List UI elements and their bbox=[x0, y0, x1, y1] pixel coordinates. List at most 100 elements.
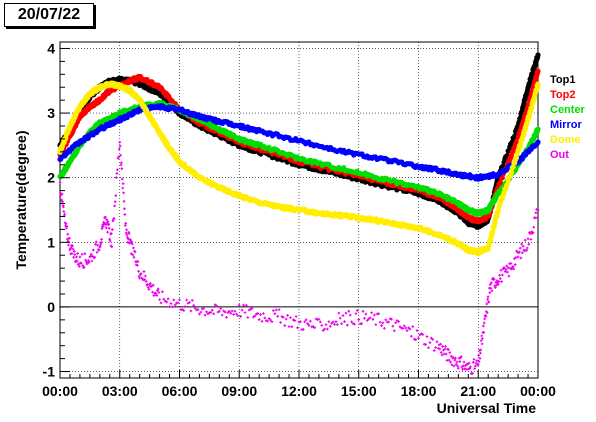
point-out-31-9 bbox=[480, 342, 484, 346]
point-out-2-0 bbox=[70, 252, 74, 255]
point-out-33-3 bbox=[490, 289, 494, 293]
point-out-15-10 bbox=[212, 312, 215, 316]
point-out-15-11 bbox=[213, 303, 217, 307]
point-out-8-6 bbox=[121, 177, 124, 181]
point-out-30-7 bbox=[471, 361, 475, 364]
point-out-21-9 bbox=[330, 322, 334, 325]
point-out-29-9 bbox=[463, 367, 467, 370]
point-out-18-6 bbox=[266, 319, 270, 323]
point-out-28-5 bbox=[450, 363, 454, 367]
point-out-4-13 bbox=[97, 248, 101, 252]
point-out-17-13 bbox=[256, 312, 260, 315]
point-out-35-10 bbox=[513, 263, 517, 266]
point-out-32-1 bbox=[483, 317, 486, 321]
point-out-30-1 bbox=[467, 361, 471, 365]
point-out-1-3 bbox=[65, 237, 69, 241]
point-out-12-3 bbox=[150, 284, 154, 288]
point-out-21-6 bbox=[326, 327, 329, 331]
point-out-7-7 bbox=[114, 194, 118, 197]
point-out-21-2 bbox=[320, 324, 324, 327]
point-out-3-8 bbox=[84, 258, 87, 262]
point-out-8-11 bbox=[123, 207, 126, 210]
point-out-35-8 bbox=[512, 267, 516, 271]
legend-entry-out: Out bbox=[550, 149, 569, 161]
point-out-34-12 bbox=[505, 264, 509, 268]
point-out-19-5 bbox=[284, 317, 288, 321]
point-out-18-13 bbox=[276, 315, 279, 318]
point-out-23-3 bbox=[361, 309, 365, 313]
point-out-16-10 bbox=[232, 313, 235, 316]
point-out-17-5 bbox=[245, 303, 248, 307]
point-out-14-7 bbox=[188, 301, 191, 304]
point-top2-last bbox=[535, 68, 541, 74]
point-out-3-12 bbox=[87, 259, 90, 262]
point-out-23-2 bbox=[360, 322, 363, 326]
point-out-10-1 bbox=[130, 242, 134, 246]
point-out-30-2 bbox=[468, 367, 472, 370]
point-out-26-5 bbox=[424, 343, 427, 346]
legend: Top1 Top2 Center Mirror Dome Out bbox=[550, 74, 586, 161]
point-out-9-1 bbox=[124, 231, 128, 235]
point-out-1-4 bbox=[66, 232, 69, 236]
point-out-4-7 bbox=[93, 255, 97, 259]
point-out-13-1 bbox=[159, 301, 163, 305]
x-tick-label-3: 09:00 bbox=[221, 383, 257, 399]
point-out-21-12 bbox=[334, 320, 338, 323]
point-out-14-0 bbox=[178, 298, 181, 302]
point-dome-30-16 bbox=[508, 169, 515, 176]
point-out-24-3 bbox=[381, 321, 385, 325]
point-out-37-0 bbox=[526, 237, 530, 241]
point-out-5-4 bbox=[100, 238, 103, 241]
point-out-31-10 bbox=[481, 337, 484, 340]
point-out-22-5 bbox=[344, 311, 348, 315]
legend-entry-center: Center bbox=[550, 104, 586, 116]
y-tick-label-4: 3 bbox=[47, 105, 55, 121]
point-out-6-5 bbox=[106, 220, 110, 223]
point-out-13-7 bbox=[168, 305, 171, 309]
point-out-9-6 bbox=[126, 237, 130, 241]
point-out-17-9 bbox=[250, 306, 254, 310]
point-out-26-0 bbox=[417, 336, 420, 340]
point-out-10-12 bbox=[137, 270, 140, 273]
point-out-24-12 bbox=[394, 321, 398, 324]
point-out-15-6 bbox=[206, 312, 210, 316]
point-out-25-12 bbox=[414, 338, 417, 342]
point-out-0-11 bbox=[63, 212, 66, 216]
point-out-19-2 bbox=[280, 315, 284, 318]
point-out-19-4 bbox=[283, 324, 287, 327]
point-out-3-9 bbox=[85, 260, 88, 264]
point-out-1-6 bbox=[67, 243, 70, 247]
point-out-8-4 bbox=[120, 161, 123, 165]
point-out-32-7 bbox=[485, 311, 489, 315]
point-out-0-6 bbox=[61, 200, 64, 204]
point-out-7-4 bbox=[112, 216, 116, 220]
point-out-25-0 bbox=[397, 320, 400, 323]
point-out-23-5 bbox=[364, 312, 368, 316]
point-out-24-11 bbox=[393, 329, 396, 333]
point-out-28-13 bbox=[456, 364, 459, 368]
point-out-30-3 bbox=[469, 365, 472, 369]
point-out-9-13 bbox=[129, 252, 133, 255]
point-out-13-3 bbox=[162, 297, 166, 301]
point-dome-31-22 bbox=[524, 120, 530, 127]
point-out-19-11 bbox=[293, 319, 297, 322]
point-out-20-11 bbox=[313, 326, 316, 330]
point-out-17-11 bbox=[253, 314, 257, 318]
point-out-3-13 bbox=[87, 260, 91, 264]
point-out-17-3 bbox=[242, 303, 245, 307]
point-out-24-1 bbox=[378, 320, 382, 324]
point-out-17-6 bbox=[246, 316, 250, 319]
x-tick-label-4: 12:00 bbox=[281, 383, 317, 399]
point-out-9-0 bbox=[124, 222, 128, 225]
point-out-2-4 bbox=[72, 250, 76, 253]
point-out-35-4 bbox=[509, 262, 513, 265]
point-out-33-9 bbox=[494, 286, 497, 289]
point-out-17-8 bbox=[249, 307, 252, 311]
point-out-28-3 bbox=[449, 360, 452, 364]
point-out-2-5 bbox=[73, 253, 77, 256]
point-dome-29-17 bbox=[492, 219, 498, 225]
point-out-22-3 bbox=[341, 314, 345, 317]
point-out-6-0 bbox=[104, 223, 108, 226]
point-out-15-0 bbox=[198, 312, 201, 316]
point-out-6-4 bbox=[106, 230, 109, 234]
